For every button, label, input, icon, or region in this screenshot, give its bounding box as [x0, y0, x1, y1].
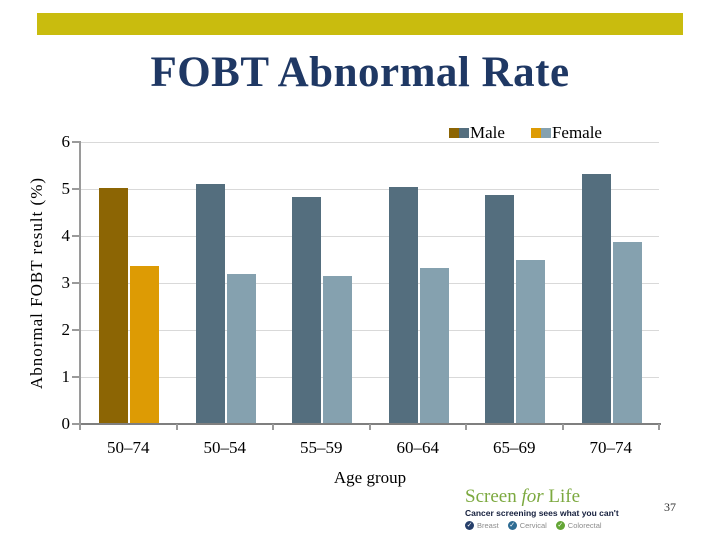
legend-entry-male: Male	[449, 123, 505, 143]
category-label-55–59: 55–59	[300, 438, 343, 457]
x-axis-title: Age group	[333, 468, 407, 487]
logo-brand-prefix: Screen	[465, 486, 522, 507]
y-tick-1	[72, 376, 81, 378]
x-tick-4	[465, 424, 467, 430]
category-label-70–74: 70–74	[589, 438, 633, 457]
bar-female-60–64	[419, 268, 449, 424]
category-label-60–64: 60–64	[396, 438, 440, 457]
legend-label: Female	[551, 123, 602, 142]
x-tick-3	[368, 424, 371, 430]
gridline-4	[80, 236, 659, 237]
y-tick-4	[72, 235, 81, 237]
legend-swatch	[530, 128, 541, 138]
category-label-65–69: 65–69	[493, 438, 536, 457]
x-tick-5	[561, 424, 564, 430]
logo-brand-suffix: Life	[543, 486, 581, 507]
y-tick-5	[72, 188, 81, 190]
x-tick-6	[658, 424, 660, 430]
bar-female-50–74	[130, 266, 159, 424]
legend-swatch	[540, 128, 551, 138]
y-tick-label-0: 0	[61, 414, 71, 433]
y-tick-3	[72, 282, 81, 284]
y-axis-line	[79, 142, 81, 430]
bar-female-55–59	[323, 276, 352, 424]
top-accent-banner	[37, 13, 683, 35]
bar-male-50–74	[99, 188, 128, 424]
bar-male-70–74	[581, 174, 611, 424]
page-title: FOBT Abnormal Rate	[150, 49, 570, 96]
logo-tagline: Cancer screening sees what you can't	[465, 508, 619, 518]
program-colorectal: ✓ Colorectal	[555, 521, 602, 530]
page-number: 37	[664, 500, 676, 514]
check-circle-icon: ✓	[465, 521, 474, 530]
legend-swatch	[449, 128, 459, 138]
x-axis-line	[73, 423, 661, 425]
legend-label: Male	[470, 123, 505, 142]
legend-entry-female: Female	[530, 123, 602, 143]
x-tick-1	[175, 424, 178, 430]
bar-female-65–69	[516, 260, 545, 424]
chart-legend: Male Female	[449, 123, 602, 143]
program-label: Breast	[477, 521, 499, 530]
bar-male-60–64	[388, 187, 418, 424]
program-cervical: ✓ Cervical	[507, 521, 547, 530]
y-tick-label-5: 5	[61, 179, 71, 198]
screen-for-life-logo: Screen for Life Cancer screening sees wh…	[465, 487, 619, 530]
legend-swatch	[459, 128, 469, 138]
check-circle-icon: ✓	[555, 521, 565, 530]
y-tick-label-1: 1	[61, 367, 71, 386]
program-breast: ✓ Breast	[465, 521, 499, 530]
bar-male-55–59	[292, 197, 321, 424]
y-tick-2	[72, 329, 81, 331]
y-tick-label-4: 4	[61, 226, 71, 245]
y-tick-6	[72, 141, 81, 143]
bar-male-50–54	[195, 184, 225, 424]
y-tick-label-3: 3	[61, 273, 71, 292]
program-label: Colorectal	[567, 521, 602, 530]
y-tick-label-2: 2	[61, 320, 71, 339]
bar-female-50–54	[226, 274, 256, 424]
y-tick-label-6: 6	[61, 132, 71, 151]
logo-program-badges: ✓ Breast ✓ Cervical ✓ Colorectal	[465, 521, 615, 530]
y-tick-0	[72, 423, 81, 425]
x-tick-0	[79, 424, 81, 430]
bar-male-65–69	[485, 195, 514, 424]
gridline-6	[80, 142, 659, 143]
logo-brand-for: for	[521, 486, 544, 507]
logo-brand-text: Screen for Life	[465, 487, 615, 507]
gridline-2	[80, 330, 659, 331]
bar-female-70–74	[612, 242, 642, 424]
gridline-3	[80, 283, 659, 284]
x-tick-2	[272, 424, 274, 430]
category-label-50–54: 50–54	[203, 438, 247, 457]
gridline-5	[80, 189, 659, 190]
gridline-1	[80, 377, 659, 378]
check-circle-icon: ✓	[507, 521, 517, 530]
program-label: Cervical	[519, 521, 547, 530]
category-label-50–74: 50–74	[107, 438, 150, 457]
